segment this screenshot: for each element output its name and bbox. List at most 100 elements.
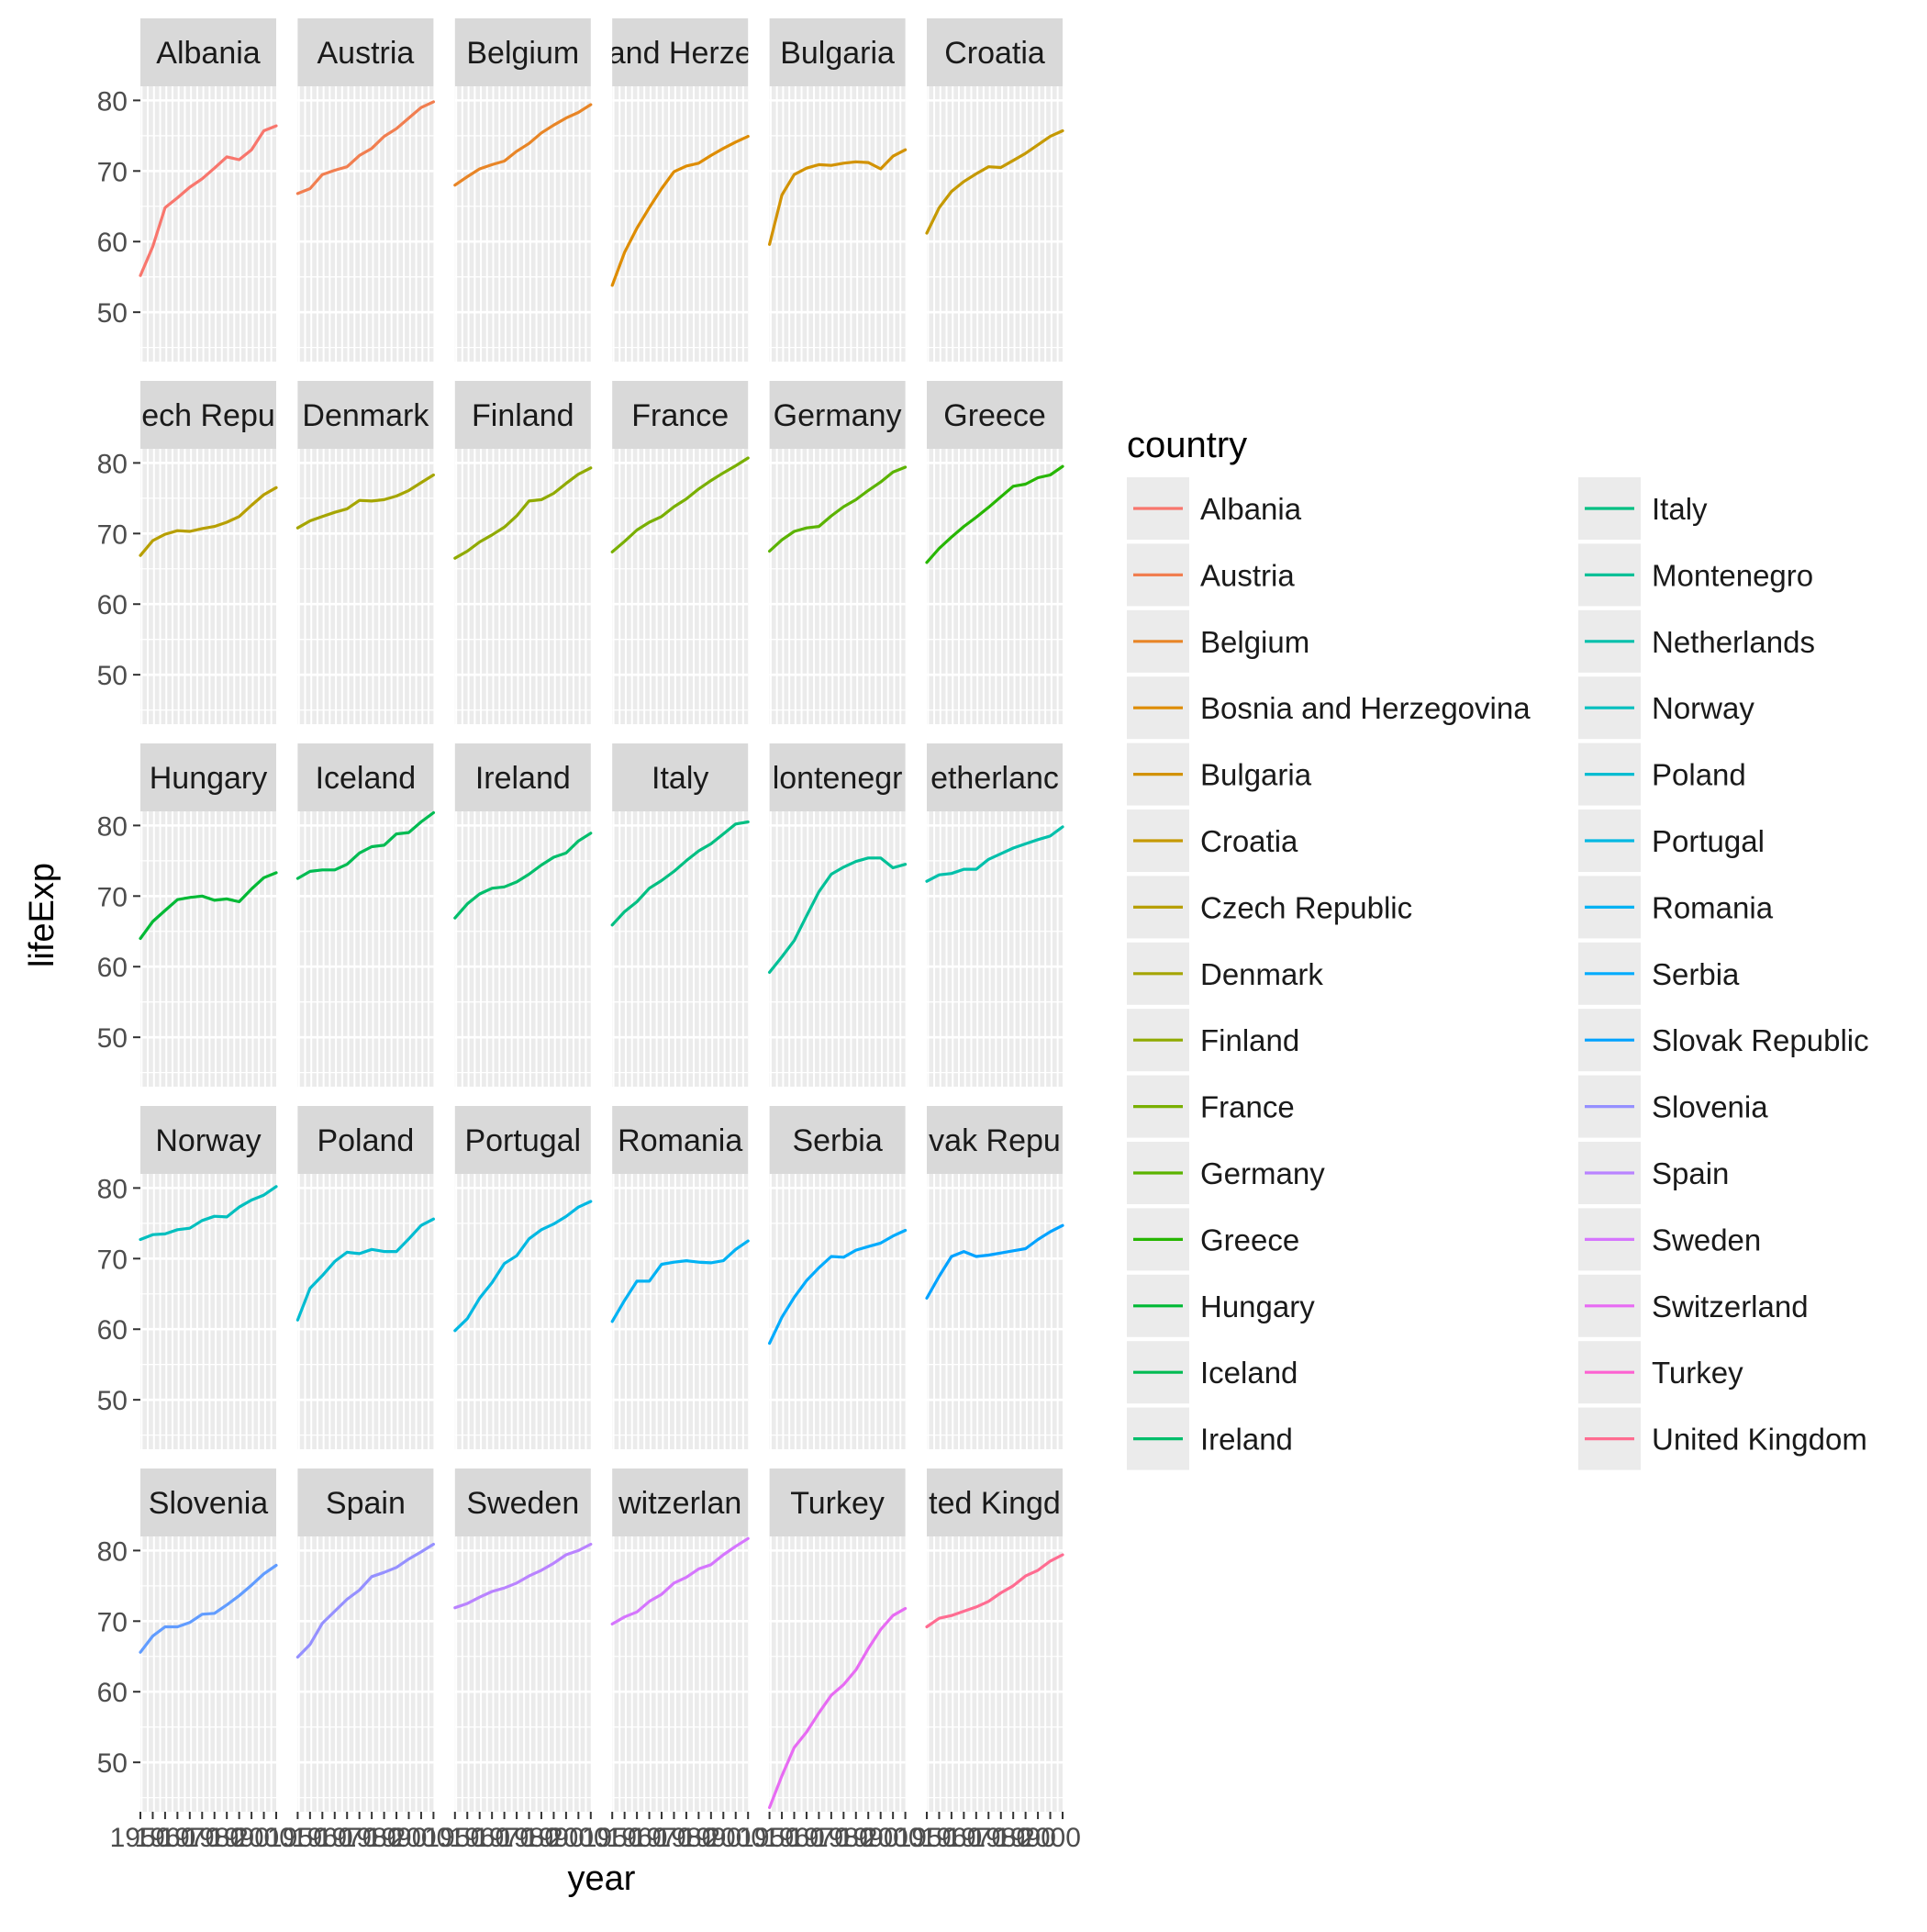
y-tick-label: 50	[97, 298, 128, 329]
facet-strip-label: and Herze	[608, 36, 752, 71]
facet-strip-label: Ireland	[475, 761, 571, 796]
x-tick-label: 1970	[473, 1823, 535, 1853]
facet-strip	[140, 1106, 276, 1174]
x-tick-label: 1950	[424, 1823, 485, 1853]
y-tick-label: 70	[97, 1607, 128, 1637]
legend-label: Sweden	[1652, 1223, 1761, 1256]
x-tick-label: 2000	[391, 1823, 452, 1853]
facet-strip-label: Albania	[156, 36, 261, 71]
series-line-17	[767, 856, 908, 975]
facet-strip-label: etherlanc	[930, 761, 1059, 796]
facet-strip-label: Serbia	[792, 1123, 882, 1158]
facet-strip-label: vak Repu	[929, 1123, 1061, 1158]
facet-strip	[612, 1106, 749, 1174]
series-line-12	[925, 464, 1064, 564]
facet-strip	[140, 18, 276, 86]
y-tick-label: 80	[97, 1174, 128, 1204]
x-tick-label: 1960	[449, 1823, 510, 1853]
x-tick-label: 1960	[292, 1823, 353, 1853]
legend-label: Slovak Republic	[1652, 1023, 1869, 1057]
series-line-28	[610, 1536, 750, 1626]
facet-strip	[140, 743, 276, 811]
series-line-8	[295, 473, 435, 530]
x-tick-label: 1960	[607, 1823, 668, 1853]
series-line-15	[453, 832, 593, 920]
series-line-30	[925, 1553, 1064, 1629]
legend-label: Turkey	[1652, 1356, 1743, 1390]
legend-label: United Kingdom	[1652, 1423, 1867, 1457]
series-line-2	[295, 100, 435, 195]
legend-label: Czech Republic	[1200, 890, 1412, 924]
facet-strip	[769, 1469, 906, 1536]
series-line-20	[295, 1217, 435, 1322]
series-line-11	[767, 465, 908, 553]
facet-strip-label: Slovenia	[149, 1486, 269, 1521]
facet-strip	[612, 18, 749, 86]
facet-strip	[454, 743, 591, 811]
series-line-29	[767, 1606, 908, 1810]
facet-strip-label: Germany	[774, 398, 902, 433]
legend-label: Bulgaria	[1200, 758, 1312, 792]
legend-label: Slovenia	[1652, 1090, 1768, 1124]
series-line-3	[453, 103, 593, 187]
facet-strip	[612, 743, 749, 811]
y-tick-label: 70	[97, 882, 128, 912]
facet-strip	[297, 18, 434, 86]
series-line-21	[453, 1200, 593, 1333]
x-tick-label: 2000	[233, 1823, 295, 1853]
series-line-23	[767, 1228, 908, 1346]
facet-strip-label: Belgium	[466, 36, 579, 71]
series-line-27	[453, 1542, 593, 1610]
legend-label: Romania	[1652, 890, 1774, 924]
series-line-7	[139, 486, 278, 557]
facet-strip-label: Italy	[652, 761, 708, 796]
legend-label: Iceland	[1200, 1356, 1298, 1390]
facet-strip	[454, 1469, 591, 1536]
facet-strip-label: lontenegr	[773, 761, 903, 796]
legend-label: Bosnia and Herzegovina	[1200, 691, 1531, 725]
x-tick-label: 1960	[135, 1823, 196, 1853]
facet-strip-label: Sweden	[466, 1486, 579, 1521]
series-line-24	[925, 1223, 1064, 1301]
legend-label: Ireland	[1200, 1423, 1293, 1457]
facet-strip-label: ted Kingd	[929, 1486, 1061, 1521]
legend-label: Switzerland	[1652, 1290, 1809, 1323]
x-tick-label: 1950	[582, 1823, 643, 1853]
series-line-1	[139, 124, 278, 277]
y-tick-label: 80	[97, 1536, 128, 1567]
series-line-5	[767, 148, 908, 246]
y-tick-label: 70	[97, 157, 128, 187]
x-tick-label: 1980	[656, 1823, 718, 1853]
series-line-14	[295, 810, 435, 880]
x-tick-label: 2000	[1019, 1823, 1081, 1853]
legend-label: Netherlands	[1652, 625, 1815, 659]
facet-strip-label: Spain	[326, 1486, 406, 1521]
y-axis-title: lifeExp	[23, 863, 61, 967]
x-tick-label: 1970	[317, 1823, 378, 1853]
x-tick-label: 1950	[897, 1823, 958, 1853]
x-tick-label: 1970	[159, 1823, 220, 1853]
facet-strip	[769, 18, 906, 86]
legend-label: Albania	[1200, 492, 1302, 526]
facet-strip-label: Bulgaria	[780, 36, 895, 71]
x-tick-label: 2000	[548, 1823, 609, 1853]
facet-strip-label: Norway	[155, 1123, 261, 1158]
facet-strip-label: Turkey	[790, 1486, 885, 1521]
facet-strip	[454, 1106, 591, 1174]
facet-strip-label: Romania	[618, 1123, 742, 1158]
x-tick-label: 2000	[705, 1823, 766, 1853]
legend-label: Italy	[1652, 492, 1708, 526]
facet-strip-label: Finland	[472, 398, 574, 433]
series-line-16	[610, 820, 750, 927]
x-tick-label: 1990	[995, 1823, 1056, 1853]
facet-strip-label: Portugal	[464, 1123, 581, 1158]
facet-strip-label: Hungary	[150, 761, 268, 796]
y-tick-label: 50	[97, 1386, 128, 1416]
legend-label: Greece	[1200, 1223, 1299, 1256]
facet-strip	[927, 1106, 1063, 1174]
x-tick-label: 1990	[680, 1823, 741, 1853]
facet-strip	[769, 743, 906, 811]
facet-strip-label: Austria	[317, 36, 414, 71]
series-line-26	[295, 1542, 435, 1659]
x-tick-label: 1970	[945, 1823, 1007, 1853]
